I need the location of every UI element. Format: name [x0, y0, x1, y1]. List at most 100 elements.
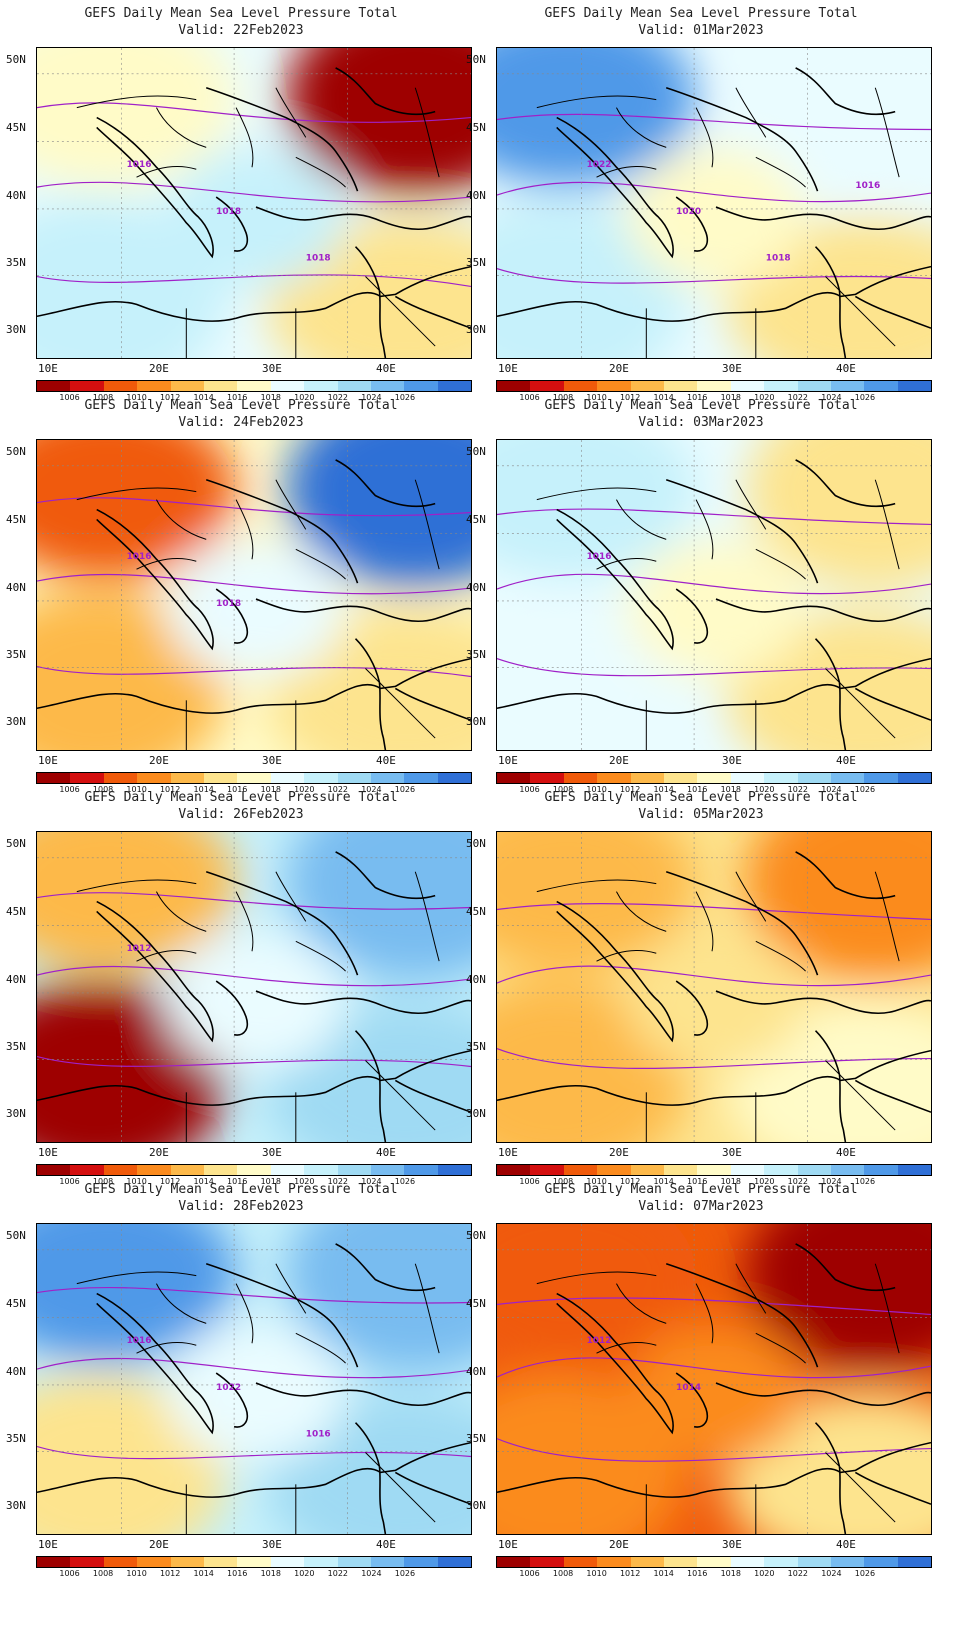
lon-label: 10E: [38, 1146, 58, 1159]
colorbar-label: 1024: [361, 785, 382, 794]
colorbar-label: 1008: [552, 1569, 574, 1578]
pressure-map: 1016 1018: [36, 439, 472, 751]
colorbar-label: 1016: [687, 785, 708, 794]
isobar-contour: [37, 1357, 471, 1379]
colorbar-swatch: [237, 1557, 271, 1567]
colorbar-swatch: [237, 773, 271, 783]
coastline: [205, 478, 359, 584]
colorbar-label: 1018: [720, 1177, 741, 1186]
country-border: [536, 487, 657, 501]
colorbar-label: 1008: [92, 1177, 114, 1186]
map-panel: GEFS Daily Mean Sea Level Pressure Total…: [460, 0, 942, 410]
colorbar-label: 1020: [754, 393, 775, 402]
colorbar-swatch: [630, 1165, 664, 1175]
country-border: [235, 1283, 254, 1344]
colorbar-label: 1018: [720, 785, 741, 794]
country-border: [755, 1332, 806, 1364]
colorbar-swatch: [530, 1557, 564, 1567]
colorbar-swatch: [170, 1557, 204, 1567]
colorbar-swatch: [563, 773, 598, 783]
colorbar-label: 1024: [361, 393, 382, 402]
coastline: [556, 116, 674, 259]
country-border: [295, 548, 346, 580]
lat-label: 35N: [6, 1432, 26, 1445]
map-panel: GEFS Daily Mean Sea Level Pressure Total…: [0, 1176, 482, 1586]
map-panel: GEFS Daily Mean Sea Level Pressure Total…: [460, 392, 942, 802]
coastline: [675, 1372, 709, 1428]
colorbar-label: 1026: [854, 1569, 876, 1578]
valid-date: Valid: 05Mar2023: [638, 807, 764, 822]
colorbar-swatch: [897, 381, 932, 391]
country-border: [874, 1263, 900, 1354]
colorbar-swatch: [797, 1557, 831, 1567]
coastline: [215, 1372, 249, 1428]
colorbar-label: 1024: [361, 1177, 382, 1186]
colorbar-label: 1014: [193, 785, 214, 794]
colorbar: [496, 772, 932, 784]
country-border: [295, 940, 346, 972]
colorbar-swatch: [137, 1165, 171, 1175]
colorbar-swatch: [563, 381, 598, 391]
pressure-field-center: [626, 539, 806, 679]
colorbar-label: 1026: [394, 1177, 416, 1186]
coastline: [335, 1243, 436, 1292]
lon-label: 10E: [498, 362, 518, 375]
colorbar-swatch: [237, 381, 271, 391]
lat-label: 50N: [6, 53, 26, 66]
coastline: [665, 870, 819, 976]
map-svg: 1016 1022 1016: [37, 1224, 471, 1534]
coastline: [665, 478, 819, 584]
valid-date: Valid: 22Feb2023: [178, 23, 304, 38]
country-border: [755, 548, 806, 580]
colorbar-swatch: [37, 1557, 71, 1567]
lat-label: 40N: [466, 973, 486, 986]
country-border: [735, 1263, 767, 1314]
lat-label: 35N: [6, 256, 26, 269]
country-border: [536, 95, 657, 109]
colorbar-label: 1006: [59, 1177, 80, 1186]
country-border: [414, 479, 440, 570]
colorbar-swatch: [797, 773, 831, 783]
coastline: [394, 1079, 471, 1113]
colorbar-label: 1010: [586, 1569, 607, 1578]
panel-title: GEFS Daily Mean Sea Level Pressure Total: [84, 790, 398, 805]
colorbar-swatch: [663, 1165, 698, 1175]
lat-label: 35N: [466, 256, 486, 269]
colorbar-label: 1008: [552, 1177, 574, 1186]
pressure-field-nw: [497, 48, 697, 188]
coastline: [497, 657, 931, 714]
colorbar-label: 1022: [327, 1569, 349, 1578]
country-border: [365, 668, 436, 739]
colorbar-swatch: [137, 381, 171, 391]
pressure-field-center: [626, 1323, 806, 1463]
map-panel: GEFS Daily Mean Sea Level Pressure Total…: [0, 0, 482, 410]
colorbar: [36, 380, 472, 392]
contour-label: 1016: [587, 552, 612, 562]
isobar-contour: [37, 274, 471, 288]
colorbar-swatch: [630, 1557, 664, 1567]
lat-label: 45N: [466, 513, 486, 526]
colorbar-swatch: [797, 381, 831, 391]
colorbar-swatch: [697, 1165, 731, 1175]
country-border: [755, 940, 806, 972]
coastline: [497, 265, 931, 322]
colorbar-swatch: [103, 1165, 138, 1175]
lat-label: 30N: [466, 1499, 486, 1512]
lat-label: 40N: [6, 1365, 26, 1378]
colorbar-swatch: [597, 1557, 631, 1567]
colorbar-swatch: [270, 773, 305, 783]
colorbar-label: 1026: [854, 393, 876, 402]
colorbar-label: 1018: [260, 1569, 281, 1578]
pressure-field-center: [166, 931, 346, 1071]
country-border: [735, 871, 767, 922]
colorbar-swatch: [270, 1165, 305, 1175]
colorbar-label: 1014: [653, 1569, 674, 1578]
coastline: [497, 1441, 931, 1498]
colorbar-swatch: [630, 773, 664, 783]
pressure-map: 1012: [36, 831, 472, 1143]
lat-label: 30N: [6, 323, 26, 336]
isobar-contour: [497, 965, 931, 987]
colorbar-swatch: [663, 1557, 698, 1567]
colorbar-swatch: [830, 773, 865, 783]
country-border: [156, 1283, 207, 1324]
